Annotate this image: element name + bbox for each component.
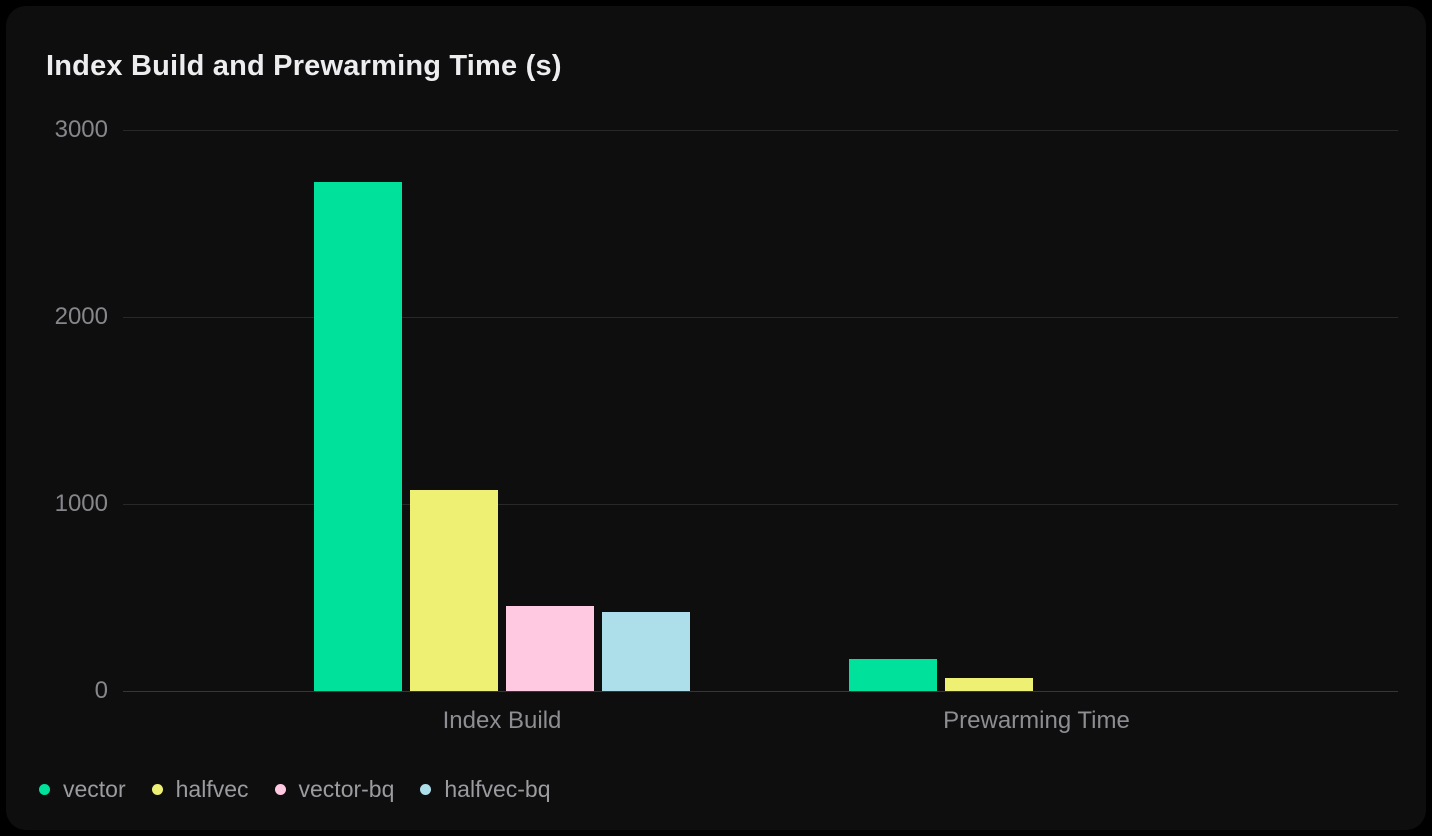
bar-vector-prewarming-time <box>848 659 937 691</box>
bar-vector-index-build <box>314 182 402 691</box>
gridline-2000 <box>123 317 1398 318</box>
legend: vector halfvec vector-bq halfvec-bq <box>39 774 551 804</box>
chart-title: Index Build and Prewarming Time (s) <box>46 50 562 82</box>
y-tick-label-2000: 2000 <box>54 303 108 330</box>
legend-swatch-halfvec-bq <box>420 783 432 795</box>
legend-label-halfvec-bq: halfvec-bq <box>444 775 551 802</box>
gridline-0 <box>123 691 1398 692</box>
legend-item-halfvec: halfvec <box>151 775 249 803</box>
y-tick-label-3000: 3000 <box>54 116 108 143</box>
legend-item-vector: vector <box>39 776 126 803</box>
y-tick-label-0: 0 <box>94 677 108 704</box>
legend-item-vector-bq: vector-bq <box>274 775 395 803</box>
legend-item-halfvec-bq: halfvec-bq <box>420 775 551 803</box>
legend-label-vector-bq: vector-bq <box>298 775 395 802</box>
bar-halfvec-bq-index-build <box>602 611 690 691</box>
x-axis-label-index-build: Index Build <box>442 707 562 734</box>
bar-halfvec-prewarming-time <box>944 677 1033 691</box>
plot-area: 0 1000 2000 3000 Index Build Prewarming Time <box>55 116 1398 734</box>
bar-halfvec-index-build <box>410 489 498 691</box>
gridline-3000 <box>123 130 1398 131</box>
chart-card: Index Build and Prewarming Time (s) 0 100… <box>6 6 1426 830</box>
legend-swatch-vector <box>39 783 50 795</box>
gridline-1000 <box>123 504 1398 505</box>
legend-swatch-vector-bq <box>274 783 286 795</box>
legend-label-halfvec: halfvec <box>175 775 249 802</box>
legend-swatch-halfvec <box>151 783 163 795</box>
x-axis-label-prewarming-time: Prewarming Time <box>943 707 1130 734</box>
legend-label-vector: vector <box>63 775 126 802</box>
bar-vector-bq-index-build <box>506 605 594 691</box>
y-tick-label-1000: 1000 <box>54 490 108 517</box>
